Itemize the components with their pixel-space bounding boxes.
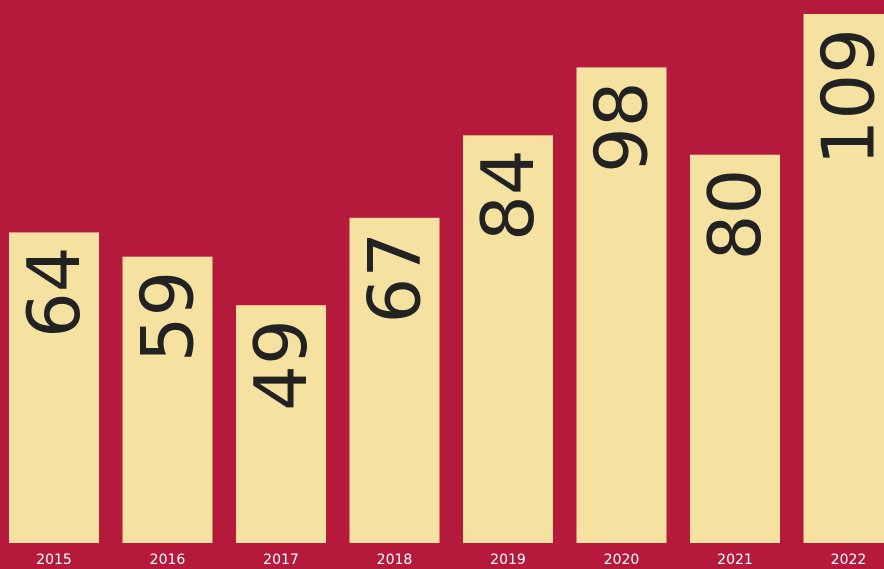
bar-value-label-2018: 67 xyxy=(353,232,437,324)
bar-value-label-2017: 49 xyxy=(239,319,323,411)
bar-value-label-2022: 109 xyxy=(807,28,884,165)
bar-2021 xyxy=(690,154,780,544)
x-tick-label-2015: 2015 xyxy=(36,552,72,568)
bar-value-label-2019: 84 xyxy=(466,149,550,241)
x-tick-label-2018: 2018 xyxy=(377,552,413,568)
bar-2017 xyxy=(236,305,326,543)
x-tick-label-2020: 2020 xyxy=(604,552,640,568)
x-tick-label-2022: 2022 xyxy=(831,552,867,568)
bar-2015 xyxy=(9,232,99,543)
bar-2020 xyxy=(576,67,667,544)
x-tick-label-2017: 2017 xyxy=(263,552,299,568)
x-tick-label-2021: 2021 xyxy=(717,552,753,568)
x-tick-label-2019: 2019 xyxy=(490,552,526,568)
x-tick-label-2016: 2016 xyxy=(150,552,186,568)
bar-value-label-2015: 64 xyxy=(12,246,96,338)
bar-value-label-2020: 98 xyxy=(580,81,664,173)
bar-2022 xyxy=(803,14,884,543)
bar-value-label-2021: 80 xyxy=(693,169,777,261)
bar-2016 xyxy=(122,256,213,543)
bar-2018 xyxy=(349,217,440,543)
bar-value-label-2016: 59 xyxy=(126,271,210,363)
bar-2019 xyxy=(463,135,553,544)
